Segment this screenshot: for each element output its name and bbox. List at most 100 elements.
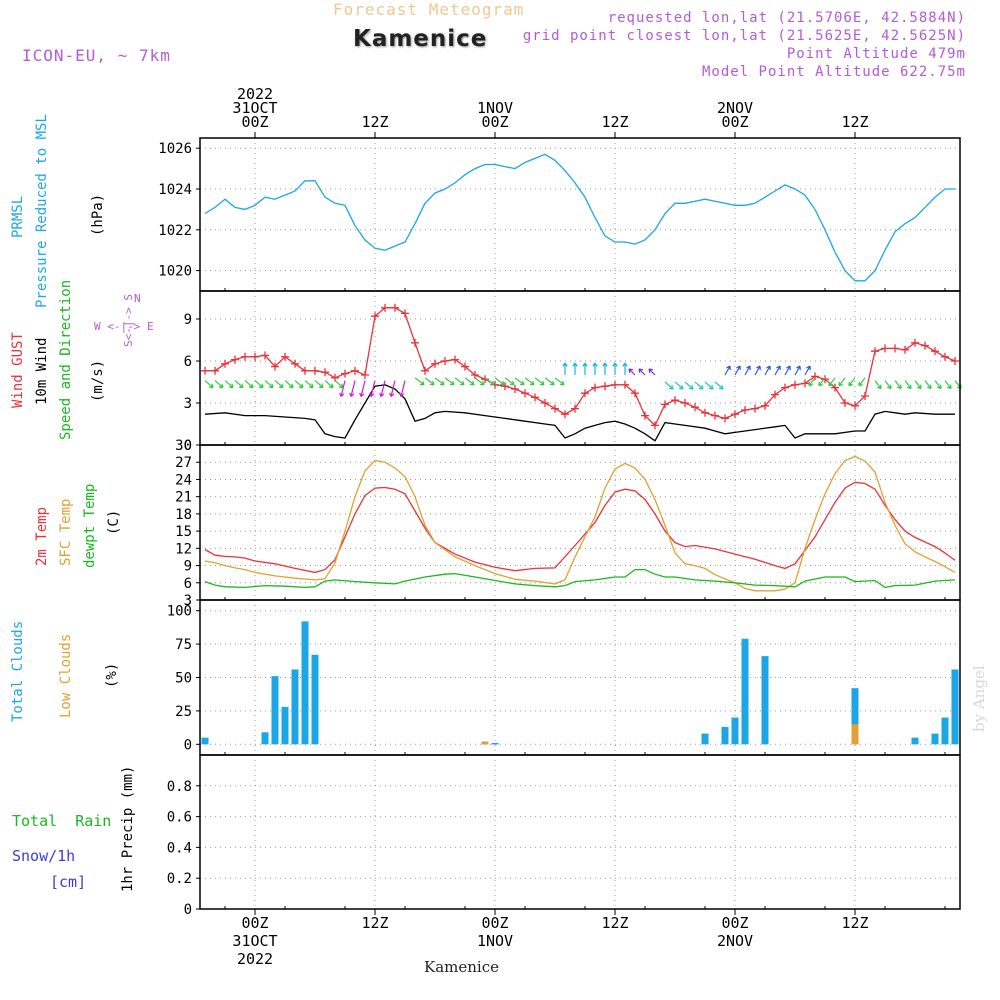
gust-marker (321, 368, 329, 377)
wind-arrow (369, 380, 376, 398)
gust-marker (431, 359, 439, 368)
gust-marker (501, 382, 509, 391)
wind-arrow (339, 380, 346, 398)
gust-marker (411, 338, 419, 347)
y-tick-label: 1026 (158, 141, 192, 157)
gust-marker (551, 404, 559, 413)
y-tick-label: 1020 (158, 264, 192, 280)
gust-marker (791, 380, 799, 389)
wind-arrow (934, 380, 942, 390)
bar-low-clouds (851, 724, 859, 745)
top-time-label: 31OCT (232, 99, 277, 117)
bar-total-clouds (291, 669, 299, 745)
y-tick-label: 6 (184, 576, 192, 592)
gust-marker (711, 411, 719, 420)
y-tick-label: 3 (184, 593, 192, 609)
gust-marker (821, 375, 829, 384)
pressure-frame (199, 137, 961, 292)
wind-arrow (612, 362, 618, 375)
wind-arrow (944, 380, 952, 390)
gust-marker (251, 352, 259, 361)
y-tick-label: 21 (175, 490, 192, 506)
gust-marker (441, 357, 449, 365)
wind-arrow (244, 380, 254, 389)
bar-total-clouds (951, 669, 959, 745)
wind-arrow (648, 368, 656, 376)
y-tick-label: 0 (184, 737, 192, 753)
y-tick-label: 1024 (158, 182, 192, 198)
wind-arrow (424, 377, 435, 386)
wind-arrow (284, 380, 294, 389)
gust-marker (741, 406, 749, 414)
gust-marker (781, 383, 789, 392)
gust-marker (581, 389, 589, 398)
y-tick-label: 75 (175, 637, 192, 653)
wind-arrow (744, 365, 751, 376)
meteogram-title: Forecast Meteogram (333, 0, 525, 19)
gust-marker (561, 410, 569, 419)
gust-marker (891, 344, 899, 353)
y-tick-label: 27 (175, 455, 192, 471)
wind-arrow (224, 380, 234, 389)
bar-total-clouds (271, 676, 279, 745)
gust-marker (951, 357, 959, 365)
wind-arrow (504, 377, 515, 386)
wind-arrow (674, 381, 684, 390)
precip-legend-label: Total Rain (12, 812, 112, 830)
gust-marker (651, 421, 659, 430)
wind-arrow (764, 365, 771, 376)
bar-total-clouds (311, 654, 319, 745)
y-tick-label: 50 (175, 671, 192, 687)
gust-marker (521, 389, 529, 398)
bar-total-clouds (941, 717, 949, 745)
wind-arrow (848, 377, 856, 387)
wind-arrow (572, 362, 578, 375)
gust-marker (401, 309, 409, 318)
bar-low-clouds (481, 741, 489, 745)
compass-north: N (134, 292, 141, 305)
gridpoint-coords: grid point closest lon,lat (21.5625E, 42… (522, 28, 966, 44)
wind-arrow (254, 380, 264, 389)
gust-marker (931, 347, 939, 356)
wind-arrow (444, 377, 455, 386)
bar-total-clouds (701, 733, 709, 745)
y-tick-label: 0 (184, 902, 192, 918)
precip-legend-label: Snow/1h (12, 847, 76, 865)
wind-arrow (884, 380, 892, 390)
y-tick-label: 9 (184, 312, 192, 328)
clouds-panel: 0 25 50 75 100 (167, 599, 961, 756)
bar-total-clouds (721, 726, 729, 745)
precipitation-frame (199, 754, 961, 910)
wind-arrow (704, 381, 714, 390)
bar-total-clouds (911, 737, 919, 745)
gust-marker (391, 303, 399, 312)
bar-total-clouds (491, 742, 499, 745)
wind-arrow (694, 381, 704, 390)
gust-marker (481, 375, 489, 384)
wind-arrow (484, 377, 495, 386)
bar-total-clouds (731, 717, 739, 745)
series-line-2m-temp (204, 481, 956, 574)
gust-marker (691, 403, 699, 412)
y-tick-label: 15 (175, 524, 192, 540)
gust-marker (331, 373, 339, 382)
requested-coords: requested lon,lat (21.5706E, 42.5884N) (607, 10, 966, 26)
y-tick-label: 24 (175, 472, 192, 488)
bar-total-clouds (301, 621, 309, 745)
wind-arrow (582, 362, 588, 375)
wind-arrow (734, 365, 741, 376)
bottom-time-label: 12Z (841, 914, 868, 932)
series-line-sfc-temp (204, 455, 956, 592)
wind-arrow (514, 377, 525, 386)
gust-marker (461, 362, 469, 371)
wind-arrow (774, 365, 781, 376)
wind-panel: 0 3 6 9 (184, 290, 962, 454)
y-tick-label: 18 (175, 507, 192, 523)
wind-arrow (924, 380, 932, 390)
gust-marker (271, 362, 279, 371)
gust-marker (381, 303, 389, 312)
top-time-label: 12Z (361, 113, 388, 131)
model-name: ICON-EU, ~ 7km (22, 46, 171, 65)
